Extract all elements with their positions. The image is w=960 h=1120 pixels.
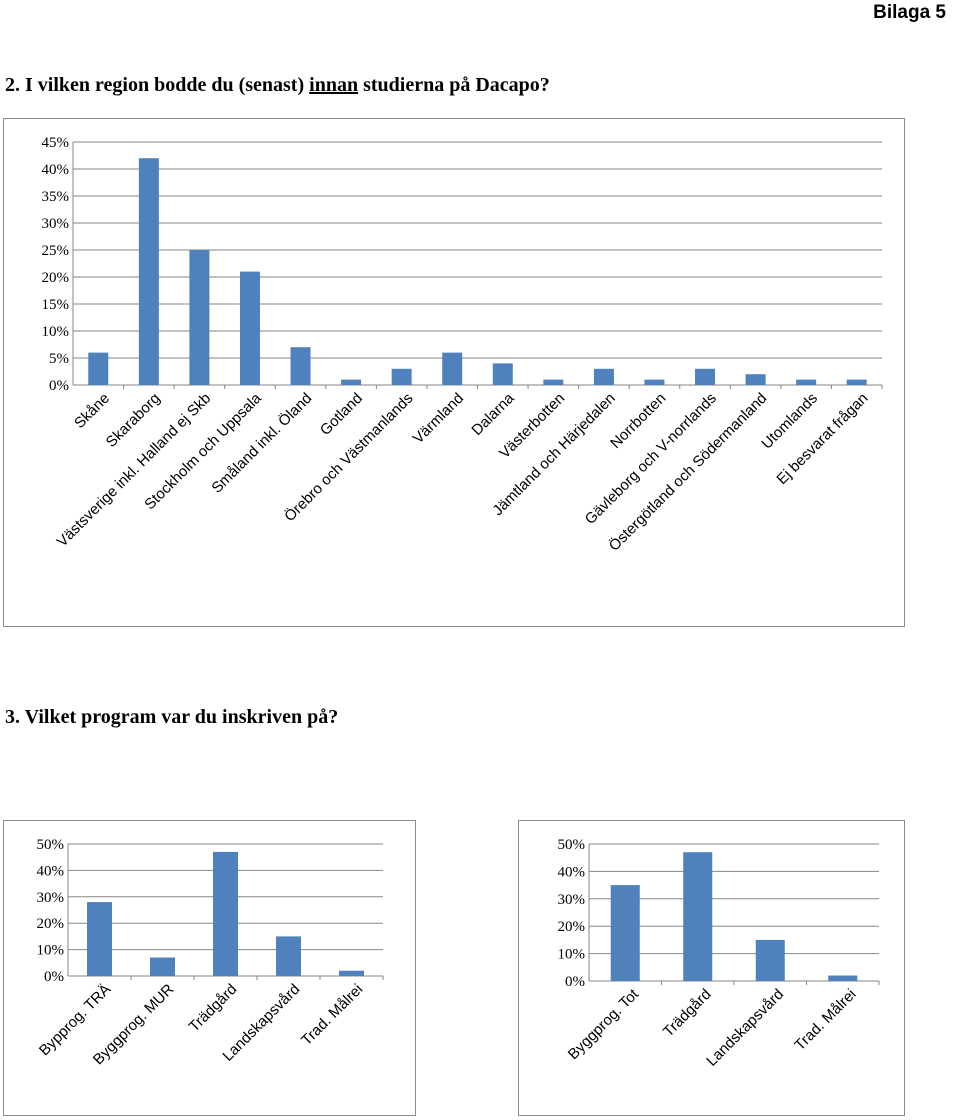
question-2-prefix: 2. I vilken region bodde du (senast) <box>5 74 310 96</box>
bar <box>239 271 260 385</box>
program-chart-right: 0% 10% 20% 30% 40% 50% Byggprog. Tot Trädgård La… <box>518 820 905 1116</box>
bar <box>695 368 716 385</box>
y-tick-label: 50% <box>37 837 65 853</box>
bar <box>276 936 301 976</box>
y-tick-label: 45% <box>42 135 70 151</box>
bar <box>683 852 713 981</box>
bar <box>846 379 867 385</box>
y-tick-label: 30% <box>42 216 70 232</box>
y-tick-label: 40% <box>42 162 70 178</box>
program-chart-left: 0% 10% 20% 30% 40% 50% Bypprog. TRÄ Byggprog. M… <box>3 820 416 1116</box>
x-category-label: Landskapsvård <box>703 986 787 1070</box>
bar <box>290 347 311 385</box>
y-tick-label: 30% <box>558 892 586 908</box>
region-chart-svg: 0%5%10%15%20%25%30%35%40%45%SkåneSkarabo… <box>42 135 883 555</box>
bar <box>492 363 513 385</box>
bar <box>828 975 858 981</box>
region-chart: 0% 5% 10% 15% 20% 25% 30% 35% 40% 45% Skåne Skarabo… <box>3 118 905 627</box>
bar <box>391 368 412 385</box>
y-tick-label: 50% <box>558 837 586 853</box>
program-chart-right-svg: 0% 10% 20% 30% 40% 50% Byggprog. Tot TrädgårdLa… <box>558 837 880 1070</box>
bar <box>442 352 463 385</box>
y-tick-label: 10% <box>558 947 586 963</box>
bar <box>189 250 210 385</box>
x-category-label: Trädgård <box>186 981 241 1036</box>
bar <box>341 379 362 385</box>
y-tick-label: 10% <box>42 324 70 340</box>
y-tick-label: 25% <box>42 243 70 259</box>
x-category-label: Småland inkl. Öland <box>208 389 316 497</box>
question-3-heading: 3. Vilket program var du inskriven på? <box>5 706 339 728</box>
y-tick-label: 0% <box>44 969 64 985</box>
bar <box>150 957 175 976</box>
y-tick-label: 35% <box>42 189 70 205</box>
bar <box>796 379 817 385</box>
bar <box>543 379 564 385</box>
bar <box>213 851 238 976</box>
bar <box>745 374 766 385</box>
bar <box>755 939 785 981</box>
bar <box>593 368 614 385</box>
y-tick-label: 20% <box>558 919 586 935</box>
y-tick-label: 10% <box>37 943 65 959</box>
x-category-label: Skåne <box>71 390 113 432</box>
x-category-label: Ej besvarat frågan <box>773 390 871 488</box>
bar <box>138 158 159 385</box>
bar <box>87 902 112 976</box>
appendix-label: Bilaga 5 <box>873 2 946 23</box>
x-category-label: Trad. Målrei <box>298 981 366 1049</box>
y-tick-label: 15% <box>42 297 70 313</box>
bar <box>610 885 640 981</box>
y-tick-label: 5% <box>49 351 69 367</box>
y-tick-label: 30% <box>37 890 65 906</box>
y-tick-label: 40% <box>558 864 586 880</box>
y-tick-label: 40% <box>37 863 65 879</box>
y-tick-label: 0% <box>565 974 585 990</box>
y-tick-label: 20% <box>42 270 70 286</box>
bar <box>88 352 109 385</box>
x-category-label: Byggprog. Tot <box>565 985 643 1063</box>
y-tick-label: 0% <box>49 378 69 394</box>
x-category-label: Trädgård <box>660 986 715 1041</box>
x-category-label: Gotland <box>317 390 366 439</box>
bar <box>339 970 364 976</box>
question-2-heading: 2. I vilken region bodde du (senast) inn… <box>5 74 550 97</box>
question-2-underlined: innan <box>309 74 359 96</box>
question-2-suffix: studierna på Dacapo? <box>358 74 550 96</box>
bar <box>644 379 665 385</box>
y-tick-label: 20% <box>37 916 65 932</box>
x-category-label: Värmland <box>410 390 467 447</box>
x-category-label: Dalarna <box>468 389 518 439</box>
x-category-label: Trad. Målrei <box>791 986 859 1054</box>
